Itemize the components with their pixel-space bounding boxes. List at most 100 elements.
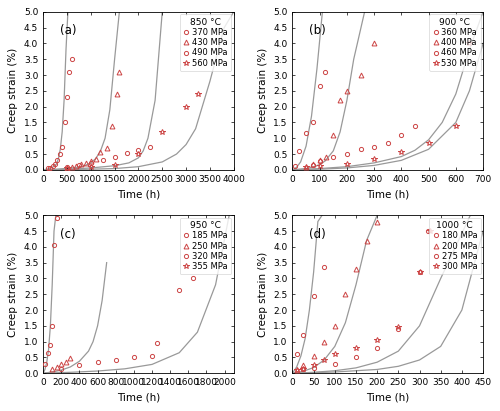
- Line: 400 MPa: 400 MPa: [304, 41, 376, 169]
- Text: (b): (b): [309, 25, 326, 37]
- X-axis label: Time (h): Time (h): [366, 189, 410, 199]
- 430 MPa: [92, 157, 98, 162]
- Y-axis label: Creep strain (%): Creep strain (%): [258, 252, 268, 337]
- X-axis label: Time (h): Time (h): [117, 393, 160, 403]
- 370 MPa: [52, 162, 58, 166]
- 530 MPa: [453, 123, 459, 128]
- 185 MPa: [44, 350, 51, 355]
- 460 MPa: [316, 159, 322, 164]
- 560 MPa: [195, 92, 201, 97]
- Legend: 180 MPa, 200 MPa, 275 MPa, 300 MPa: 180 MPa, 200 MPa, 275 MPa, 300 MPa: [429, 218, 480, 275]
- 180 MPa: [310, 365, 316, 370]
- 530 MPa: [426, 141, 432, 145]
- 430 MPa: [104, 145, 110, 150]
- 430 MPa: [78, 162, 84, 167]
- 200 MPa: [294, 367, 300, 372]
- 250 MPa: [68, 356, 73, 360]
- 460 MPa: [398, 133, 404, 138]
- 185 MPa: [49, 323, 55, 328]
- 320 MPa: [154, 341, 160, 346]
- 370 MPa: [57, 152, 63, 157]
- Line: 250 MPa: 250 MPa: [50, 356, 73, 372]
- 320 MPa: [76, 363, 82, 368]
- 300 MPa: [396, 325, 402, 330]
- 400 MPa: [337, 98, 343, 103]
- 360 MPa: [292, 164, 298, 169]
- 460 MPa: [310, 163, 316, 168]
- Text: (d): (d): [309, 228, 326, 241]
- 370 MPa: [62, 120, 68, 125]
- 530 MPa: [303, 165, 309, 170]
- 530 MPa: [466, 41, 472, 46]
- 400 MPa: [303, 164, 309, 169]
- Line: 490 MPa: 490 MPa: [65, 145, 152, 169]
- Line: 300 MPa: 300 MPa: [294, 228, 433, 373]
- 300 MPa: [310, 363, 316, 368]
- 300 MPa: [294, 367, 300, 372]
- 185 MPa: [48, 342, 54, 347]
- 560 MPa: [64, 166, 70, 171]
- 530 MPa: [316, 164, 322, 169]
- 200 MPa: [353, 266, 359, 271]
- 360 MPa: [296, 148, 302, 153]
- 430 MPa: [74, 164, 80, 169]
- Line: 560 MPa: 560 MPa: [64, 91, 201, 171]
- Y-axis label: Creep strain (%): Creep strain (%): [258, 48, 268, 134]
- 430 MPa: [83, 160, 89, 165]
- Line: 360 MPa: 360 MPa: [293, 70, 327, 168]
- 320 MPa: [149, 353, 155, 358]
- Line: 320 MPa: 320 MPa: [59, 276, 195, 371]
- Line: 530 MPa: 530 MPa: [304, 41, 472, 170]
- 460 MPa: [358, 147, 364, 152]
- X-axis label: Time (h): Time (h): [366, 393, 410, 403]
- 490 MPa: [64, 164, 70, 169]
- 400 MPa: [324, 155, 330, 159]
- Y-axis label: Creep strain (%): Creep strain (%): [8, 48, 18, 134]
- 490 MPa: [124, 151, 130, 156]
- 300 MPa: [427, 229, 433, 233]
- 200 MPa: [364, 238, 370, 243]
- 430 MPa: [88, 159, 94, 164]
- 490 MPa: [76, 163, 82, 168]
- 370 MPa: [48, 165, 54, 170]
- 370 MPa: [50, 164, 56, 169]
- 320 MPa: [131, 355, 137, 360]
- 430 MPa: [114, 92, 120, 97]
- 185 MPa: [42, 361, 48, 366]
- 560 MPa: [112, 163, 117, 168]
- 460 MPa: [330, 155, 336, 159]
- 430 MPa: [109, 123, 115, 128]
- 200 MPa: [321, 339, 327, 344]
- 490 MPa: [88, 160, 94, 165]
- Line: 275 MPa: 275 MPa: [294, 266, 326, 356]
- 320 MPa: [190, 276, 196, 281]
- 200 MPa: [374, 219, 380, 224]
- 400 MPa: [330, 133, 336, 138]
- 530 MPa: [371, 156, 377, 161]
- 360 MPa: [322, 69, 328, 74]
- 250 MPa: [58, 362, 64, 367]
- 370 MPa: [64, 95, 70, 99]
- 490 MPa: [148, 145, 154, 150]
- 250 MPa: [54, 365, 60, 369]
- 560 MPa: [136, 152, 141, 157]
- 180 MPa: [374, 346, 380, 351]
- 560 MPa: [159, 129, 165, 134]
- 275 MPa: [300, 333, 306, 338]
- 400 MPa: [316, 158, 322, 163]
- 400 MPa: [310, 161, 316, 166]
- 250 MPa: [63, 360, 69, 365]
- 320 MPa: [94, 360, 100, 365]
- 430 MPa: [64, 166, 70, 171]
- 320 MPa: [176, 288, 182, 293]
- 460 MPa: [344, 152, 350, 157]
- 430 MPa: [68, 164, 74, 169]
- 530 MPa: [398, 150, 404, 155]
- 300 MPa: [353, 346, 359, 351]
- 275 MPa: [321, 265, 327, 270]
- 400 MPa: [371, 41, 377, 46]
- 370 MPa: [66, 69, 72, 74]
- 180 MPa: [396, 327, 402, 332]
- Legend: 185 MPa, 250 MPa, 320 MPa, 355 MPa: 185 MPa, 250 MPa, 320 MPa, 355 MPa: [180, 218, 231, 275]
- 200 MPa: [300, 363, 306, 368]
